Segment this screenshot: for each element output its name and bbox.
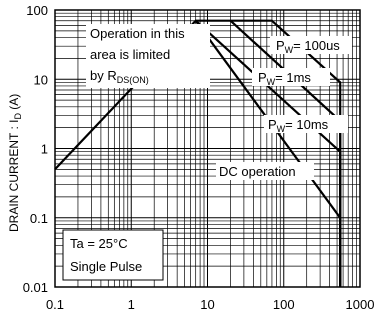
pw10-label: PW= 10ms	[268, 117, 329, 134]
y-tick-label: 0.1	[30, 211, 48, 226]
x-tick-label: 1	[128, 297, 135, 312]
pw100-label-p: P	[276, 38, 285, 53]
pw100-label: PW= 100us	[276, 38, 340, 55]
rds-label-by: by R	[90, 68, 117, 83]
pw100-label-sub: W	[285, 45, 294, 55]
conditions-ta: Ta = 25°C	[70, 236, 128, 251]
pw1-label-box	[252, 68, 330, 86]
pw100-label-rest: = 100us	[293, 38, 340, 53]
conditions-pulse: Single Pulse	[70, 259, 142, 274]
x-tick-label: 0.1	[46, 297, 64, 312]
x-tick-label: 10	[200, 297, 214, 312]
rds-label-line2: area is limited	[90, 47, 170, 62]
pw1-label-p: P	[258, 70, 267, 85]
soa-curve-4	[194, 20, 342, 287]
rds-label-line1: Operation in this	[90, 26, 185, 41]
y-tick-label: 1	[41, 142, 48, 157]
y-tick-label: 10	[34, 72, 48, 87]
rds-label-box	[86, 24, 210, 88]
y-axis-label-sub: D	[13, 113, 23, 120]
pw10-label-rest: = 10ms	[285, 117, 328, 132]
dc-label-box	[216, 162, 314, 180]
soa-curve-2	[229, 19, 342, 287]
x-tick-labels: 0.1 1 10 100 1000	[46, 297, 375, 312]
y-tick-label: 0.01	[23, 280, 48, 295]
y-tick-labels: 0.01 0.1 1 10 100	[23, 3, 48, 295]
pw1-label: PW= 1ms	[258, 70, 311, 87]
pw1-label-rest: = 1ms	[275, 70, 311, 85]
pw10-label-p: P	[268, 117, 277, 132]
conditions-box	[62, 229, 164, 281]
y-axis-label-main: DRAIN CURRENT : I	[7, 120, 21, 232]
pw10-label-sub: W	[277, 124, 286, 134]
y-tick-label: 100	[26, 3, 48, 18]
x-tick-label: 100	[273, 297, 295, 312]
rds-label-sub: DS(ON)	[117, 75, 149, 85]
pw1-label-sub: W	[267, 77, 276, 87]
dc-label: DC operation	[219, 164, 296, 179]
rds-label-line3: by RDS(ON)	[90, 68, 149, 85]
plot-frame	[54, 9, 361, 288]
x-tick-label: 1000	[346, 297, 375, 312]
y-axis-label: DRAIN CURRENT : ID (A)	[7, 94, 23, 232]
pw100-label-box	[270, 36, 352, 54]
y-axis-label-unit: (A)	[7, 94, 21, 113]
pw10-label-box	[264, 115, 348, 133]
soa-curve-3	[194, 19, 342, 287]
